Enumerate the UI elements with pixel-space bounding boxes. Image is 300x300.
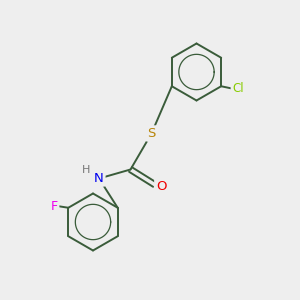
Text: F: F bbox=[51, 200, 58, 213]
Text: H: H bbox=[82, 165, 91, 175]
Text: S: S bbox=[147, 127, 156, 140]
Text: N: N bbox=[94, 172, 104, 185]
Text: O: O bbox=[156, 179, 166, 193]
Text: Cl: Cl bbox=[232, 82, 244, 95]
